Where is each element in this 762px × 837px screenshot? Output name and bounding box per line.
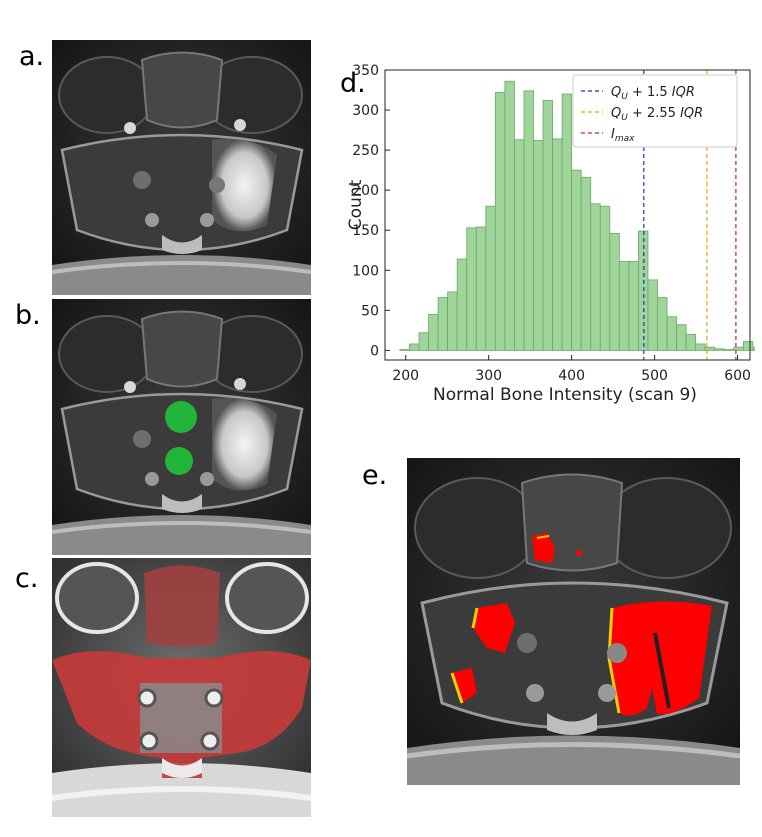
histogram-bar bbox=[428, 313, 439, 351]
histogram-bar bbox=[742, 341, 754, 351]
legend-box bbox=[572, 74, 738, 148]
roi-circle-lower bbox=[165, 447, 193, 475]
y-tick-label: 250 bbox=[352, 143, 379, 159]
x-tick-label: 300 bbox=[475, 368, 502, 384]
y-tick-label: 150 bbox=[352, 223, 379, 239]
panel-label-a: a. bbox=[19, 41, 45, 72]
histogram-bar bbox=[618, 261, 630, 351]
y-tick-label: 300 bbox=[352, 103, 379, 119]
x-tick-label: 500 bbox=[641, 368, 668, 384]
histogram-bar bbox=[523, 90, 534, 351]
histogram-bar bbox=[399, 349, 410, 351]
histogram-bar bbox=[475, 226, 487, 351]
histogram-bar bbox=[533, 140, 544, 351]
histogram-bar bbox=[676, 324, 687, 351]
histogram-bar bbox=[447, 291, 458, 351]
histogram-bar bbox=[552, 138, 563, 351]
histogram-bar bbox=[657, 297, 668, 351]
histogram-bar bbox=[599, 205, 611, 351]
histogram-bar bbox=[571, 169, 582, 351]
histogram-bar bbox=[685, 333, 697, 351]
histogram-bar bbox=[628, 261, 639, 351]
legend-entry: QU + 1.5 IQR bbox=[611, 85, 695, 102]
histogram-bar bbox=[504, 80, 515, 351]
histogram-bar bbox=[752, 346, 755, 351]
histogram-bar bbox=[542, 100, 553, 351]
panel-label-b: b. bbox=[15, 300, 41, 331]
histogram-bar bbox=[485, 205, 496, 351]
x-tick-label: 200 bbox=[392, 368, 419, 384]
histogram-bar bbox=[714, 348, 725, 351]
histogram-bar bbox=[638, 230, 649, 351]
legend-entry: Imax bbox=[611, 127, 635, 144]
histogram-bar bbox=[733, 346, 744, 351]
y-tick-label: 200 bbox=[352, 183, 379, 199]
histogram-bar bbox=[514, 139, 525, 351]
legend-entry: QU + 2.55 IQR bbox=[611, 106, 703, 123]
panel-label-c: c. bbox=[15, 563, 39, 594]
histogram-bar bbox=[561, 93, 573, 351]
histogram-bar bbox=[456, 258, 468, 351]
panel-label-e: e. bbox=[362, 460, 388, 491]
x-axis-label: Normal Bone Intensity (scan 9) bbox=[433, 385, 697, 405]
plot-frame bbox=[384, 69, 751, 361]
histogram-bar bbox=[437, 297, 449, 351]
mri-image-e bbox=[407, 458, 740, 785]
histogram-bar bbox=[647, 279, 658, 351]
histogram-bar bbox=[723, 349, 735, 351]
histogram-bar bbox=[409, 343, 420, 351]
histogram-bar bbox=[494, 92, 506, 351]
histogram-bar bbox=[580, 176, 592, 351]
histogram-bar bbox=[418, 332, 429, 351]
y-tick-label: 350 bbox=[352, 63, 379, 79]
histogram-bar bbox=[695, 343, 706, 351]
histogram-bar bbox=[704, 346, 716, 351]
y-axis-label: Count bbox=[346, 179, 366, 230]
y-tick-label: 0 bbox=[370, 343, 379, 359]
x-tick-label: 400 bbox=[558, 368, 585, 384]
y-tick-label: 50 bbox=[361, 303, 379, 319]
intensity-histogram: 200 300 400 500 600 0 50 100 150 200 250 300 350 QU … bbox=[346, 63, 755, 405]
roi-circle-upper bbox=[165, 401, 197, 433]
histogram-bar bbox=[466, 227, 477, 351]
mri-image-b bbox=[52, 299, 311, 555]
chart-legend: QU + 1.5 IQR QU + 2.55 IQR Imax bbox=[572, 74, 738, 148]
histogram-bar bbox=[590, 203, 601, 351]
x-tick-label: 600 bbox=[724, 368, 751, 384]
mri-image-c bbox=[52, 558, 311, 817]
histogram-bar bbox=[666, 316, 677, 351]
y-tick-label: 100 bbox=[352, 263, 379, 279]
histogram-bar bbox=[609, 233, 620, 351]
mri-image-a bbox=[52, 40, 311, 295]
panel-label-d: d. bbox=[340, 68, 366, 99]
